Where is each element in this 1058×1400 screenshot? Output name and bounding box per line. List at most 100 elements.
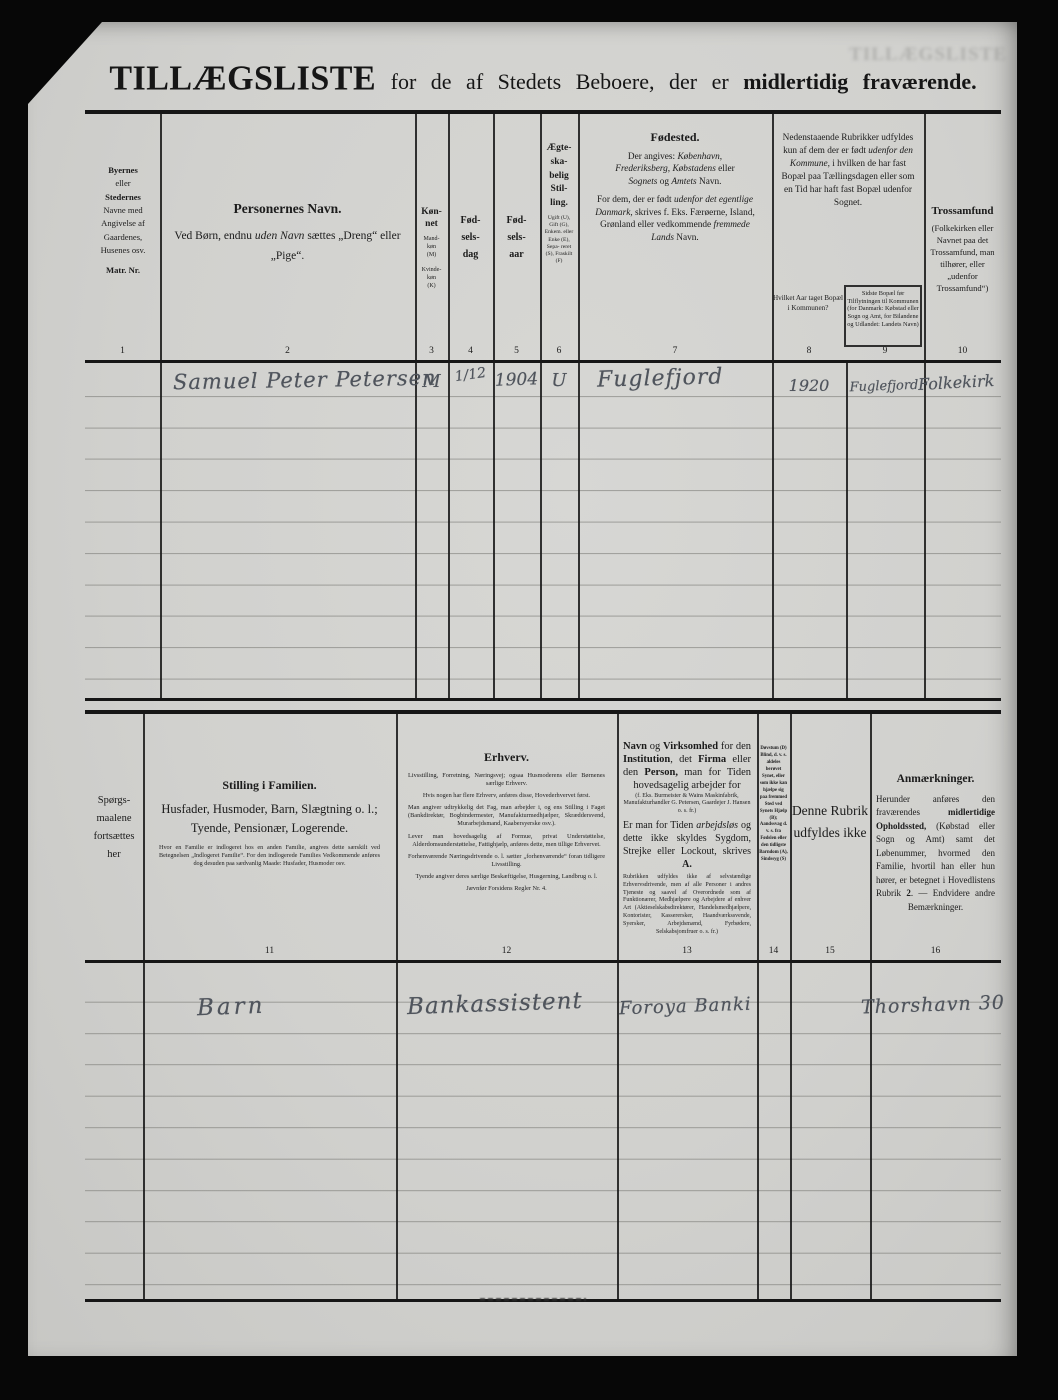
t1-col2-subtext: Ved Børn, endnu uden Navn sættes „Dreng“… — [174, 229, 401, 263]
t1-vline-e3 — [448, 363, 450, 698]
t2-vline-e3 — [617, 963, 619, 1299]
t2-vline-e2 — [396, 963, 398, 1299]
t2-col13-lead: Navn og Virksomhed for den Institution, … — [623, 741, 752, 792]
t1-vline-h1 — [160, 114, 162, 363]
t1-col6-title: Ægte-ska-belig Stil-ling. — [546, 143, 572, 209]
t1-col8-9-spanning-header: Nedenstaaende Rubrikker udfyldes kun af … — [781, 133, 915, 209]
entry-year-settled: 1920 — [788, 376, 830, 395]
t1-vline-h7 — [772, 114, 774, 363]
t2-vline-h1 — [143, 714, 145, 963]
t1-colnum-8: 8 — [806, 346, 812, 356]
t2-col12-note2: Hvis nogen har flere Erhverv, anføres di… — [422, 791, 591, 799]
t2-vline-h5 — [790, 714, 792, 963]
t1-vline-e9 — [924, 363, 926, 698]
t1-entry-rows-ruling — [85, 363, 1001, 698]
t2-col12-title: Erhverv. — [484, 750, 529, 764]
t2-col12-note3: Man angiver udtrykkelig det Fag, man arb… — [408, 804, 605, 828]
t1-colnum-7: 7 — [672, 346, 678, 356]
t2-col12-note6: Tyende angiver deres særlige Beskæftigel… — [415, 873, 598, 881]
t2-col11-note: Hvor en Familie er indlogeret hos en and… — [159, 844, 380, 868]
t1-col1-header-place: Byernes eller Stedernes Navne med Angivelse … — [100, 165, 146, 276]
t1-col2-title: Personernes Navn. — [233, 201, 342, 216]
entry-last-residence: Fuglefjord — [849, 377, 919, 396]
t2-colnum-15: 15 — [825, 946, 835, 956]
t1-col9-subheader-box: Sidste Bopæl før Tilflytningen til Kommu… — [844, 285, 922, 347]
t2-side-label: Spørgs-maalene fortsættes her — [93, 795, 135, 860]
t2-col12-header-occupation: Erhverv. Livsstilling, Forretning, Nærin… — [396, 750, 617, 894]
t1-col2-header-name: Personernes Navn. Ved Børn, endnu uden N… — [160, 200, 415, 267]
t1-col3-subtext: Mand-køn (M) Kvinde-køn (K) — [421, 235, 442, 290]
t1-colnum-5: 5 — [514, 346, 519, 356]
t2-col15-header-unused: Denne Rubrik udfyldes ikke — [791, 803, 869, 840]
t1-col7-title: Fødested. — [650, 130, 700, 144]
entry-birthplace: Fuglefjord — [596, 364, 724, 393]
t1-colnum-2: 2 — [285, 346, 290, 356]
t1-vline-e7 — [772, 363, 774, 698]
t1-colnum-1: 1 — [120, 346, 125, 356]
printers-imprint — [480, 1298, 586, 1301]
t1-col6-header-marital: Ægte-ska-belig Stil-ling. Ugift (U), Gift… — [540, 142, 578, 266]
t2-colnum-13: 13 — [682, 946, 692, 956]
t2-colnum-12: 12 — [501, 946, 512, 956]
t2-col13-header-employer: Navn og Virksomhed for den Institution, … — [617, 740, 757, 936]
t1-vline-e4 — [493, 363, 495, 698]
t1-vline-h2 — [415, 114, 417, 363]
entry-religion: Folkekirk — [917, 371, 995, 394]
t2-entry-rows-ruling — [85, 963, 1001, 1299]
t1-vline-h3 — [448, 114, 450, 363]
t2-col16-title: Anmærkninger. — [896, 773, 975, 785]
t1-col6-subtext: Ugift (U), Gift (G), Enkem. eller Enke (… — [544, 214, 574, 265]
t2-col16-body: Herunder anføres den fraværendes midlert… — [876, 793, 995, 912]
t1-vline-e6 — [578, 363, 580, 698]
table-absentees-upper: Byernes eller Stedernes Navne med Angivelse … — [85, 110, 1001, 701]
t2-header-divider — [85, 960, 1001, 963]
t2-col13-note1: (f. Eks. Burmeister & Wains Maskinfabrik… — [623, 792, 751, 814]
t2-col11-header-position: Stilling i Familien. Husfader, Husmoder,… — [143, 778, 396, 869]
t2-colnum-16: 16 — [930, 946, 941, 956]
t1-colnum-9: 9 — [882, 346, 888, 356]
t1-col3-header-sex: Køn-net Mand-køn (M) Kvinde-køn (K) — [415, 206, 448, 290]
t2-col14-header-disabilities: Døvstum (D) Blind, d. v. s. aldeles berø… — [759, 746, 788, 863]
t2-vline-h2 — [396, 714, 398, 963]
t1-col5-header-birthyear: Fød-sels-aar — [506, 215, 527, 260]
t2-col12-note1: Livsstilling, Forretning, Næringsvej; og… — [408, 771, 605, 787]
t2-col16-header-remarks: Anmærkninger. Herunder anføres den fravæ… — [870, 772, 1001, 914]
t1-col10-header-religion: Trossamfund (Folkekirken eller Navnet pa… — [924, 204, 1001, 294]
t2-colnum-14: 14 — [768, 946, 779, 956]
t2-vline-h6 — [870, 714, 872, 963]
t2-col11-subtext: Husfader, Husmoder, Barn, Slægtning o. l… — [161, 801, 378, 835]
t2-col12-note7: Jævnfør Forsidens Regler Nr. 4. — [466, 885, 547, 893]
table-absentees-lower: Spørgs-maalene fortsættes her Stilling i F… — [85, 710, 1005, 1302]
census-form-page: TILLÆGSLISTE TILLÆGSLISTE for de af Sted… — [28, 22, 1017, 1356]
t2-vline-e4 — [757, 963, 759, 1299]
t1-col8-subheader: Hvilket Aar taget Bopæl i Kommunen? — [772, 294, 844, 312]
entry-birth-year: 1904 — [494, 369, 539, 391]
entry-name: Samuel Peter Petersen — [172, 365, 437, 395]
t2-col12-note4: Lever man hovedsagelig af Formue, privat… — [408, 832, 605, 848]
t1-header-divider — [85, 360, 1001, 363]
print-offset-ghost: TILLÆGSLISTE — [849, 44, 1007, 65]
t1-vline-h5 — [540, 114, 542, 363]
t1-vline-e8 — [846, 363, 848, 698]
t1-col3-title: Køn-net — [421, 207, 442, 230]
t2-col12-note5: Forhenværende Næringsdrivende o. l. sætt… — [408, 852, 605, 869]
t1-vline-h6 — [578, 114, 580, 363]
t2-col13-note2: Rubrikken udfyldes ikke af selvstændige … — [623, 874, 751, 935]
t1-colnum-4: 4 — [468, 346, 473, 356]
t1-colnum-6: 6 — [556, 346, 562, 356]
t2-vline-h3 — [617, 714, 619, 963]
t2-col13-p2: Er man for Tiden arbejdsløs og dette ikk… — [623, 820, 752, 870]
entry-marital-status: U — [551, 370, 567, 391]
t1-vline-h4 — [493, 114, 495, 363]
t1-colnum-10: 10 — [957, 346, 968, 356]
t2-vline-e1 — [143, 963, 145, 1299]
t1-col4-header-birthday: Fød-sels-dag — [460, 215, 481, 260]
t1-col10-subtext: (Folkekirken eller Navnet paa det Trossa… — [930, 223, 995, 294]
t2-vline-h4 — [757, 714, 759, 963]
entry-family-position: Barn — [196, 992, 266, 1022]
entry-sex: M — [422, 371, 441, 392]
t1-vline-e2 — [415, 363, 417, 698]
t1-vline-h8 — [924, 114, 926, 363]
t1-colnum-3: 3 — [429, 346, 434, 356]
